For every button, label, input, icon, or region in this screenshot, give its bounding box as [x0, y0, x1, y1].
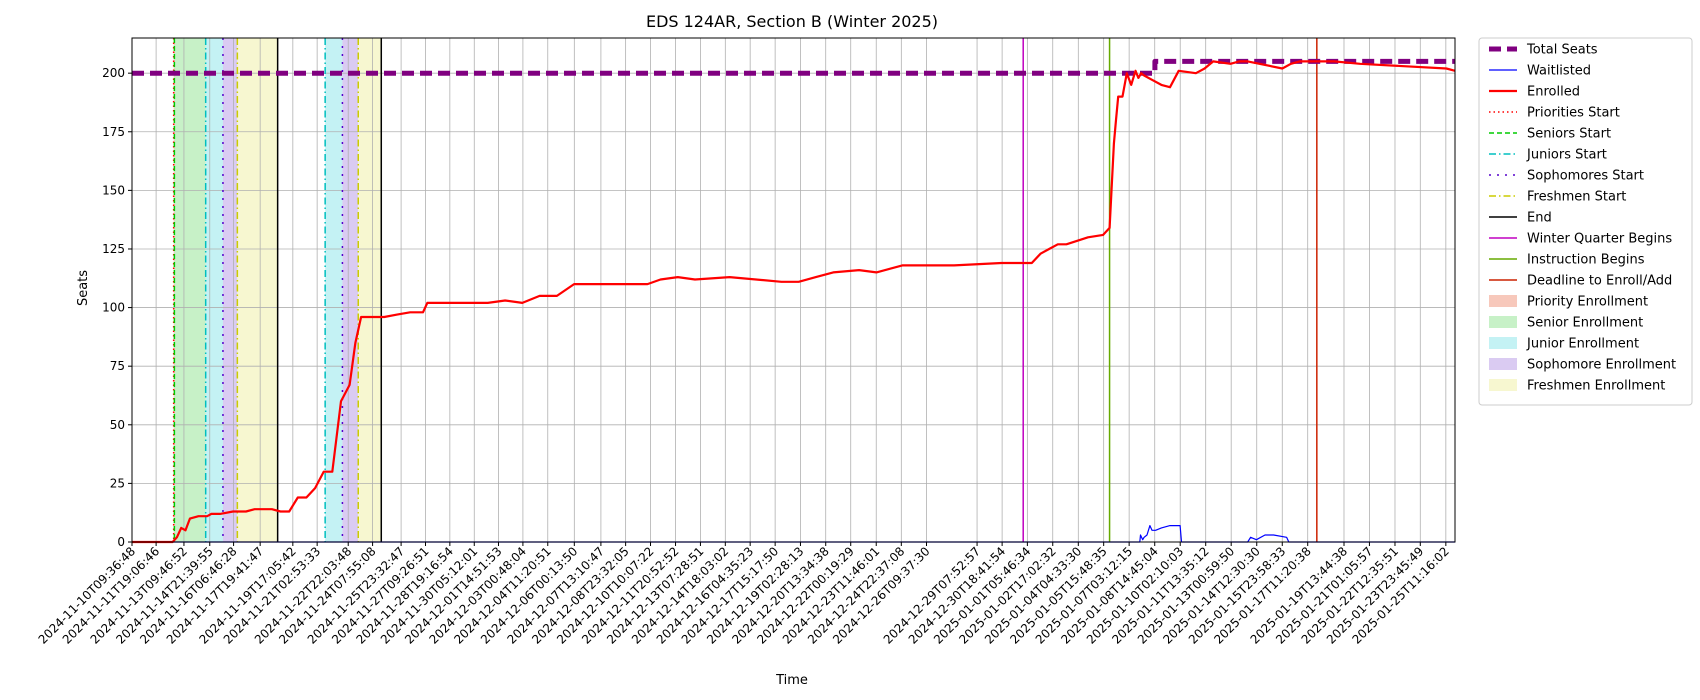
legend-label: Waitlisted	[1527, 64, 1591, 79]
span-7	[358, 38, 382, 542]
x-axis-title: Time	[775, 673, 808, 688]
legend-label: Enrolled	[1527, 85, 1580, 100]
plot-frame	[131, 37, 1456, 543]
legend-label: Sophomore Enrollment	[1527, 358, 1676, 373]
chart-title: EDS 124AR, Section B (Winter 2025)	[646, 12, 938, 31]
y-axis-title: Seats	[76, 270, 91, 306]
legend-swatch	[1489, 295, 1517, 307]
y-tick-label: 25	[110, 476, 125, 490]
legend-label: End	[1527, 211, 1552, 226]
legend-label: Total Seats	[1526, 43, 1598, 58]
span-2	[205, 38, 223, 542]
series-2	[132, 60, 1456, 544]
legend-label: Freshmen Enrollment	[1527, 379, 1665, 394]
legend-swatch	[1489, 316, 1517, 328]
series-0	[132, 58, 1455, 76]
span-1	[174, 38, 206, 542]
series-1	[132, 524, 1455, 543]
legend-swatch	[1489, 379, 1517, 391]
legend-label: Seniors Start	[1527, 127, 1611, 142]
span-4	[237, 38, 278, 542]
y-tick-label: 175	[102, 125, 125, 139]
y-tick-label: 50	[110, 418, 125, 432]
legend-label: Deadline to Enroll/Add	[1527, 274, 1672, 289]
y-tick-label: 200	[102, 66, 125, 80]
legend-swatch	[1489, 358, 1517, 370]
y-tick-label: 150	[102, 183, 125, 197]
legend-label: Priority Enrollment	[1527, 295, 1648, 310]
legend: Total Seats Waitlisted Enrolled Priorities …	[1478, 37, 1693, 406]
x-axis-ticks: 2024-11-10T09:36:482024-11-11T19:06:4620…	[36, 542, 1452, 647]
y-tick-label: 75	[110, 359, 125, 373]
legend-frame	[1478, 37, 1693, 406]
legend-label: Instruction Begins	[1527, 253, 1645, 268]
event-lines	[172, 38, 1318, 542]
span-6	[342, 38, 359, 542]
legend-label: Juniors Start	[1526, 148, 1607, 163]
legend-label: Priorities Start	[1527, 106, 1620, 121]
legend-label: Junior Enrollment	[1526, 337, 1639, 352]
y-tick-label: 0	[117, 535, 125, 549]
y-tick-label: 100	[102, 301, 125, 315]
legend-label: Sophomores Start	[1527, 169, 1644, 184]
legend-label: Senior Enrollment	[1527, 316, 1643, 331]
legend-swatch	[1489, 337, 1517, 349]
span-3	[222, 38, 238, 542]
legend-label: Freshmen Start	[1527, 190, 1626, 205]
y-tick-label: 125	[102, 242, 125, 256]
legend-label: Winter Quarter Begins	[1527, 232, 1672, 247]
series-lines	[132, 58, 1456, 544]
y-axis-ticks: 0 25 50 75 100 125 150 175 200	[102, 66, 132, 549]
